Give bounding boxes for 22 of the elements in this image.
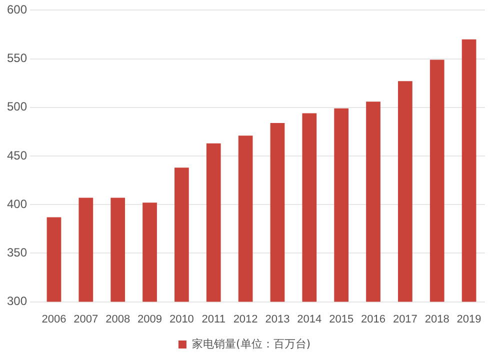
y-tick-label: 300 [6, 294, 28, 308]
x-tick-label: 2019 [456, 313, 482, 326]
x-tick-label: 2009 [138, 313, 162, 326]
y-tick-label: 400 [6, 196, 28, 211]
x-tick-label: 2010 [169, 313, 194, 326]
x-tick-label: 2013 [265, 313, 290, 326]
x-tick-label: 2017 [392, 313, 418, 326]
x-tick-label: 2008 [106, 313, 130, 326]
y-tick-label: 600 [6, 2, 28, 17]
y-tick-label: 500 [6, 100, 28, 114]
x-tick-label: 2016 [361, 313, 386, 326]
legend-label: 家电销量(单位：百万台) [192, 337, 311, 350]
x-tick-label: 2006 [42, 313, 66, 326]
x-tick-label: 2014 [297, 313, 322, 326]
x-tick-label: 2012 [233, 313, 258, 326]
x-tick-label: 2011 [202, 313, 226, 326]
y-tick-label: 450 [6, 148, 28, 162]
x-tick-label: 2018 [424, 313, 450, 326]
x-tick-label: 2015 [329, 313, 354, 326]
y-tick-label: 550 [6, 51, 28, 66]
y-tick-label: 350 [6, 246, 28, 260]
x-tick-label: 2007 [74, 313, 98, 326]
